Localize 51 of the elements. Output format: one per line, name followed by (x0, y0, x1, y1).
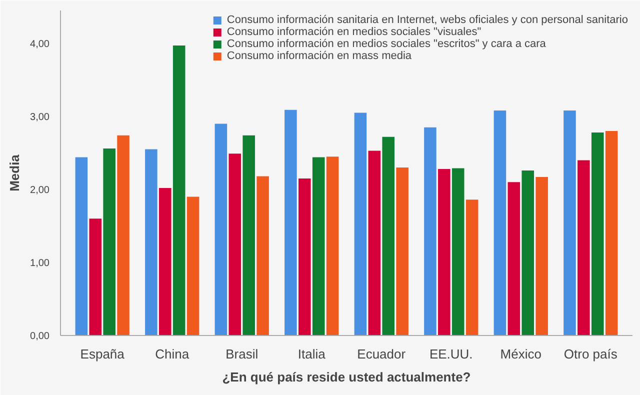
bar (312, 157, 325, 336)
bar (424, 127, 436, 336)
bar (326, 156, 339, 336)
bar (214, 124, 228, 336)
bar (564, 110, 576, 336)
y-tick-label: 2,00 (30, 184, 50, 196)
y-tick-label: 3,00 (30, 112, 50, 123)
bar (186, 196, 200, 336)
bar (452, 168, 464, 336)
x-tick-label: Ecuador (357, 346, 406, 362)
bar (438, 168, 450, 336)
bar (494, 110, 506, 336)
bar (228, 154, 242, 336)
bar (256, 176, 269, 336)
bar (605, 131, 618, 336)
bar (284, 110, 297, 336)
y-axis-title: Media (7, 154, 22, 192)
x-tick-label: EE.UU. (429, 346, 473, 362)
bar (536, 177, 548, 336)
bar (591, 132, 604, 336)
bar (172, 46, 186, 336)
bar (508, 182, 520, 336)
bar (75, 157, 88, 336)
bar (368, 150, 381, 336)
legend-label: Consumo información en mass media (226, 50, 412, 62)
y-tick-label: 4,00 (30, 38, 50, 50)
x-tick-label: China (155, 346, 190, 362)
legend-label: Consumo información en medios sociales "escritos" y cara a cara (226, 38, 546, 50)
x-axis-title: ¿En qué país reside usted actualmente? (222, 370, 471, 384)
bar (354, 112, 367, 336)
bar (103, 148, 116, 336)
x-tick-label: Brasil (226, 346, 258, 362)
bar (382, 136, 394, 336)
bar (466, 200, 478, 336)
legend-label: Consumo información en medios sociales "visuales" (226, 26, 482, 38)
x-tick-label: Otro país (564, 346, 618, 362)
bar (578, 160, 590, 336)
bar (242, 135, 255, 336)
x-tick-label: España (80, 346, 126, 362)
bar (117, 135, 130, 336)
bar (298, 178, 311, 336)
legend-label: Consumo información sanitaria en Internet, webs oficiales y con personal sanitario (226, 14, 628, 26)
x-tick-label: Italia (298, 346, 326, 362)
bar (158, 188, 172, 336)
x-tick-label: México (500, 346, 542, 362)
y-tick-label: 1,00 (30, 258, 50, 269)
bar (396, 168, 408, 336)
y-tick-label: 0,00 (30, 331, 50, 342)
bar (145, 149, 158, 336)
bar (89, 218, 102, 336)
bar (522, 170, 534, 336)
